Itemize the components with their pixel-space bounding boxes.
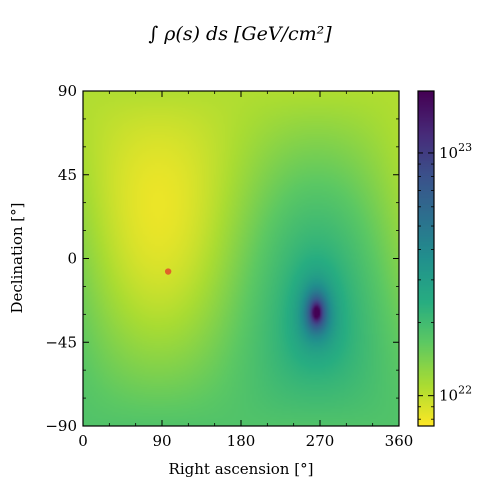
y-tick-label: 0 bbox=[67, 250, 77, 268]
y-tick-label: −45 bbox=[45, 333, 77, 351]
colorbar-tick-label: 1022 bbox=[439, 384, 472, 405]
y-axis-label: Declination [°] bbox=[8, 203, 26, 314]
x-tick-label: 270 bbox=[306, 432, 335, 450]
source-marker bbox=[164, 268, 172, 275]
colorbar: 1022 1023 bbox=[417, 90, 472, 427]
x-tick-label: 0 bbox=[78, 432, 88, 450]
x-tick-label: 90 bbox=[152, 432, 171, 450]
y-tick-label: 45 bbox=[58, 166, 77, 184]
x-tick-label: 360 bbox=[385, 432, 414, 450]
x-tick-label: 180 bbox=[227, 432, 256, 450]
y-axis-ticks: −90 −45 0 45 90 bbox=[45, 82, 399, 435]
colorbar-ticks: 1022 1023 bbox=[418, 141, 472, 420]
chart-title: ∫ ρ(s) ds [GeV/cm²] bbox=[148, 23, 332, 45]
colorbar-frame bbox=[417, 90, 435, 427]
y-tick-label: 90 bbox=[58, 82, 77, 100]
plot-area: 0 90 180 270 360 −90 −45 0 45 90 bbox=[45, 82, 413, 450]
x-axis-ticks: 0 90 180 270 360 bbox=[78, 91, 413, 450]
colorbar-gradient bbox=[418, 91, 434, 426]
x-axis-label: Right ascension [°] bbox=[169, 460, 314, 478]
y-tick-label: −90 bbox=[45, 417, 77, 435]
heatmap-image bbox=[83, 91, 399, 426]
colorbar-tick-label: 1023 bbox=[439, 141, 472, 162]
